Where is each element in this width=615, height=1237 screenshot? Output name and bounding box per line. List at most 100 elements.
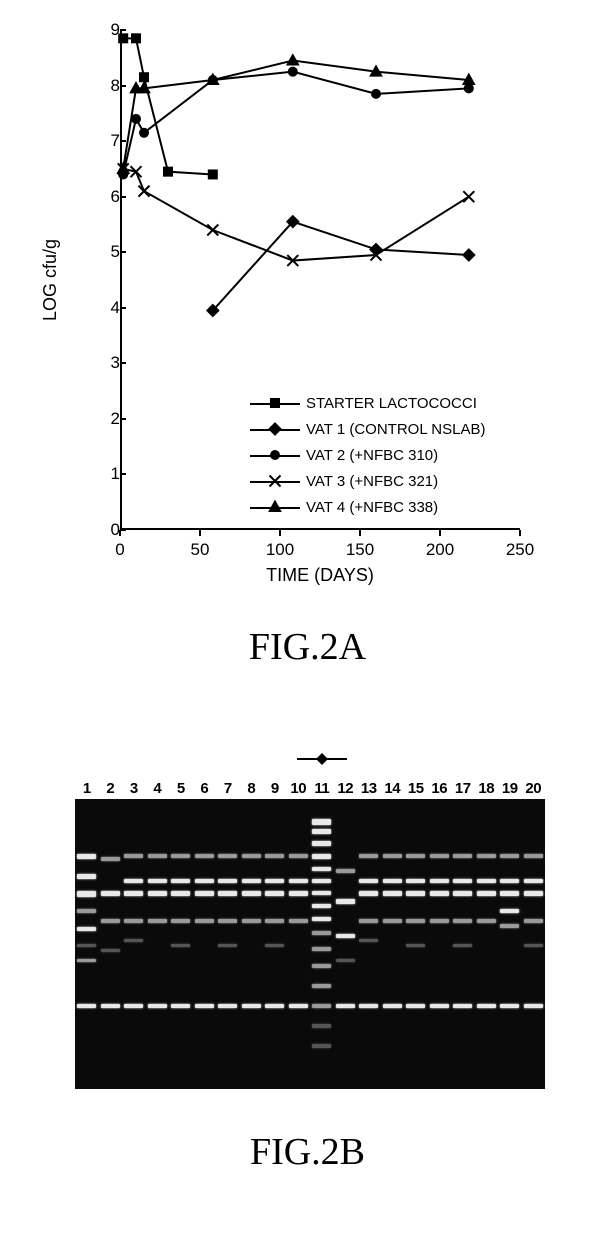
gel-band: [500, 879, 519, 883]
gel-band: [289, 1004, 308, 1008]
ytick-label: 4: [90, 298, 120, 318]
gel-band: [383, 879, 402, 883]
lane-label: 16: [428, 780, 452, 797]
legend-swatch: [250, 471, 300, 491]
xtick-mark: [519, 530, 521, 536]
gel-band: [101, 949, 120, 952]
gel-band: [195, 919, 214, 923]
gel-band: [77, 944, 96, 947]
series-line: [123, 61, 469, 169]
xtick-mark: [199, 530, 201, 536]
legend-label: VAT 4 (+NFBC 338): [306, 499, 438, 516]
gel-band: [359, 879, 378, 883]
gel-band: [406, 919, 425, 923]
legend-item: VAT 1 (CONTROL NSLAB): [250, 416, 485, 442]
series-marker: [286, 53, 300, 65]
gel-lane: [100, 799, 121, 1089]
gel-band: [406, 944, 425, 947]
gel-lane: [194, 799, 215, 1089]
gel-band: [218, 891, 237, 896]
gel-band: [312, 819, 331, 825]
gel-band: [171, 1004, 190, 1008]
gel-band: [406, 854, 425, 858]
gel-band: [101, 919, 120, 923]
gel-band: [242, 1004, 261, 1008]
gel-band: [289, 891, 308, 896]
gel-band: [312, 964, 331, 968]
gel-band: [312, 1024, 331, 1028]
gel-band: [265, 879, 284, 883]
legend-item: VAT 4 (+NFBC 338): [250, 494, 485, 520]
gel-band: [148, 1004, 167, 1008]
xtick-mark: [439, 530, 441, 536]
caption-fig2b: FIG.2B: [0, 1130, 615, 1174]
lane-label: 11: [310, 780, 334, 797]
gel-band: [195, 891, 214, 896]
gel-band: [77, 891, 96, 897]
xtick-label: 100: [260, 540, 300, 560]
gel-lane: [405, 799, 426, 1089]
gel-band: [312, 931, 331, 935]
gel-band: [101, 857, 120, 861]
series-marker: [371, 89, 381, 99]
gel-band: [312, 1044, 331, 1048]
gel-band: [124, 854, 143, 858]
gel-band: [524, 919, 543, 923]
gel-band: [383, 919, 402, 923]
gel-band: [124, 879, 143, 883]
series-line: [213, 222, 469, 311]
ytick-label: 5: [90, 242, 120, 262]
gel-band: [289, 879, 308, 883]
lane-label: 15: [404, 780, 428, 797]
gel-band: [453, 854, 472, 858]
gel-band: [312, 841, 331, 846]
gel-band: [500, 854, 519, 858]
gel-band: [77, 854, 96, 859]
lane-label: 1: [75, 780, 99, 797]
caption-fig2a: FIG.2A: [0, 625, 615, 669]
gel-band: [312, 904, 331, 908]
gel-band: [171, 891, 190, 896]
gel-lane: [476, 799, 497, 1089]
gel-band: [312, 984, 331, 988]
gel-band: [171, 854, 190, 858]
ytick-label: 3: [90, 353, 120, 373]
gel-band: [312, 917, 331, 921]
gel-band: [289, 854, 308, 858]
gel-lane: [264, 799, 285, 1089]
xtick-label: 250: [500, 540, 540, 560]
legend-label: STARTER LACTOCOCCI: [306, 395, 477, 412]
gel-band: [524, 879, 543, 883]
gel-band: [77, 909, 96, 913]
gel-band: [312, 891, 331, 895]
gel-band: [265, 854, 284, 858]
lane-label: 18: [475, 780, 499, 797]
gel-band: [242, 919, 261, 923]
gel-band: [430, 879, 449, 883]
gel-lane: [499, 799, 520, 1089]
series-marker: [288, 67, 298, 77]
series-marker: [207, 225, 218, 236]
gel-band: [406, 891, 425, 896]
page: 0123456789 050100150200250 LOG cfu/g TIM…: [0, 0, 615, 1237]
gel-band: [359, 891, 378, 896]
gel-band: [336, 934, 355, 938]
gel-band: [500, 1004, 519, 1008]
gel-band: [312, 1004, 331, 1008]
gel-band: [383, 1004, 402, 1008]
ytick-label: 9: [90, 20, 120, 40]
gel-lane: [147, 799, 168, 1089]
gel-band: [359, 854, 378, 858]
gel-band: [124, 1004, 143, 1008]
gel-band: [336, 899, 355, 904]
gel-lane: [288, 799, 309, 1089]
lane-label: 12: [334, 780, 358, 797]
series-line: [123, 169, 469, 261]
ytick-label: 1: [90, 464, 120, 484]
series-line: [123, 38, 213, 174]
legend-item: STARTER LACTOCOCCI: [250, 390, 485, 416]
gel-lane: [358, 799, 379, 1089]
gel-band: [265, 1004, 284, 1008]
legend: STARTER LACTOCOCCI VAT 1 (CONTROL NSLAB) V…: [250, 390, 485, 520]
gel-band: [312, 854, 331, 859]
